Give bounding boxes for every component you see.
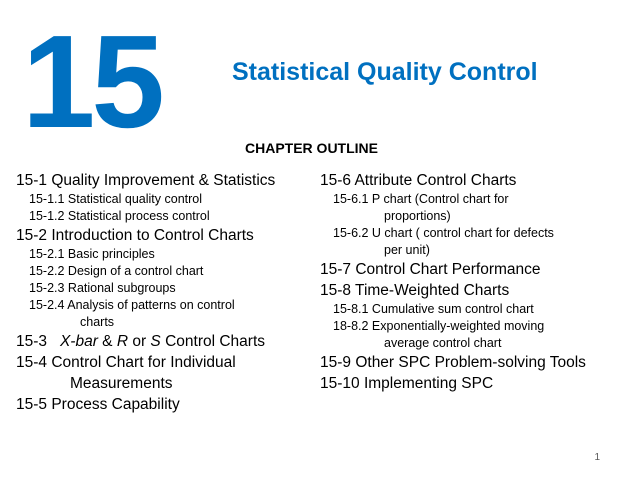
outline-subsection: 15-2.4 Analysis of patterns on control <box>29 298 235 312</box>
outline-section: 15-9 Other SPC Problem-solving Tools <box>320 354 586 371</box>
page-number: 1 <box>594 452 600 463</box>
outline-subsection: 18-8.2 Exponentially-weighted moving <box>333 319 545 333</box>
outline-text-part: 15-3 <box>16 333 60 350</box>
outline-text-part: or <box>128 333 151 350</box>
chapter-number: 15 <box>22 8 165 155</box>
outline-subsection: 15-6.1 P chart (Control chart for <box>333 192 509 206</box>
outline-subsection: 15-2.2 Design of a control chart <box>29 264 204 278</box>
outline-section: 15-5 Process Capability <box>16 396 180 413</box>
outline-section: 15-1 Quality Improvement & Statistics <box>16 172 276 189</box>
outline-left-column: 15-1 Quality Improvement & Statistics 15-… <box>16 170 308 415</box>
outline-text-part: R <box>116 333 129 350</box>
outline-section: Measurements <box>70 375 173 392</box>
outline-subsection: 15-2.1 Basic principles <box>29 247 155 261</box>
chapter-title: Statistical Quality Control <box>232 58 538 86</box>
outline-subsection: charts <box>80 315 115 329</box>
outline-section: 15-6 Attribute Control Charts <box>320 172 517 189</box>
outline-subsection: 15-1.1 Statistical quality control <box>29 192 203 206</box>
outline-subsection: 15-6.2 U chart ( control chart for defec… <box>333 226 554 240</box>
outline-subsection: 15-1.2 Statistical process control <box>29 209 210 223</box>
outline-section: 15-3 X-bar & R or S Control Charts <box>16 331 308 352</box>
outline-subsection: 15-8.1 Cumulative sum control chart <box>333 302 534 316</box>
outline-text-part: & <box>97 333 117 350</box>
outline-text-part: X-bar <box>59 333 98 350</box>
outline-subsection: proportions) <box>384 209 451 223</box>
outline-section: 15-10 Implementing SPC <box>320 375 494 392</box>
outline-subsection: per unit) <box>384 243 430 257</box>
outline-section: 15-8 Time-Weighted Charts <box>320 282 510 299</box>
outline-heading: CHAPTER OUTLINE <box>245 140 378 156</box>
outline-subsection: 15-2.3 Rational subgroups <box>29 281 176 295</box>
outline-section: 15-4 Control Chart for Individual <box>16 354 236 371</box>
outline-section: 15-2 Introduction to Control Charts <box>16 227 254 244</box>
outline-right-column: 15-6 Attribute Control Charts 15-6.1 P ch… <box>320 170 630 394</box>
outline-text-part: Control Charts <box>160 333 265 350</box>
outline-section: 15-7 Control Chart Performance <box>320 261 541 278</box>
outline-text-part: S <box>150 333 161 350</box>
outline-subsection: average control chart <box>384 336 502 350</box>
